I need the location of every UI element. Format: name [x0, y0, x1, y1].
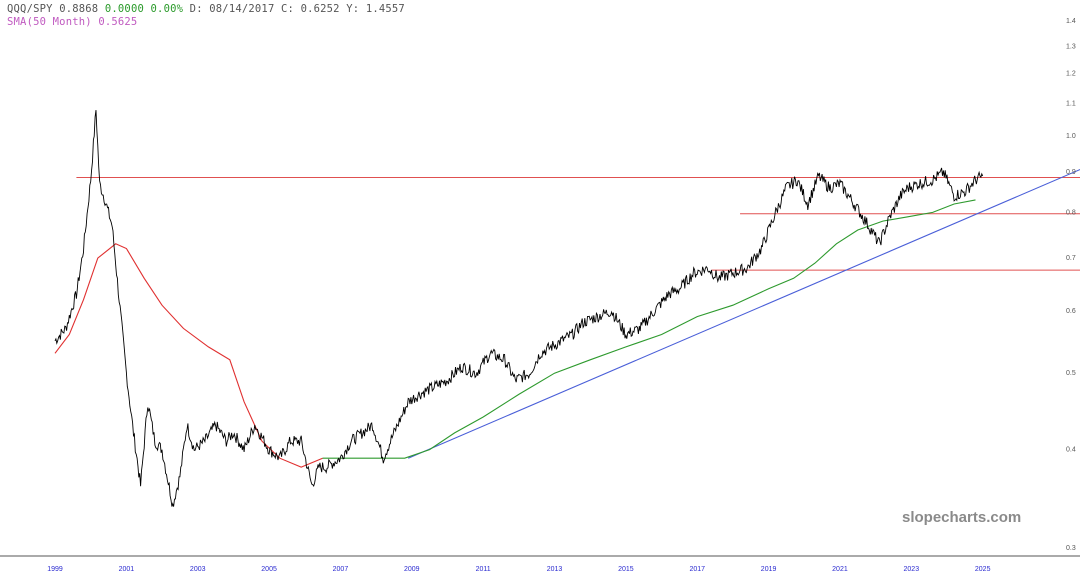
close-value: 0.6252 — [300, 3, 340, 15]
x-tick-label-11: 2019 — [761, 566, 777, 573]
trendline — [408, 168, 1080, 459]
y-label: Y: — [346, 3, 360, 15]
y-axis-ticks: 0.3 0.4 0.5 0.6 0.7 0.8 0.9 1.0 1.1 1.2 1.3 1.4 — [1066, 18, 1076, 552]
date-value: 08/14/2017 — [209, 3, 275, 15]
y-tick-label-4: 0.6 — [1066, 308, 1076, 315]
y-tick-label-10: 1.2 — [1066, 71, 1076, 78]
x-tick-label-14: 2025 — [975, 566, 991, 573]
price-header: QQQ/SPY 0.8868 0.0000 0.00% D: 08/14/201… — [7, 3, 405, 15]
x-tick-label-2: 2001 — [119, 566, 135, 573]
x-tick-label-1: 1999 — [47, 566, 63, 573]
y-tick-label-9: 1.1 — [1066, 101, 1076, 108]
x-tick-label-9: 2015 — [618, 566, 634, 573]
price-line — [54, 110, 984, 507]
symbol: QQQ/SPY — [7, 3, 53, 15]
y-tick-label-3: 0.5 — [1066, 370, 1076, 377]
x-tick-label-12: 2021 — [832, 566, 848, 573]
change-value: 0.0000 — [104, 3, 144, 15]
close-label: C: — [281, 3, 295, 15]
x-tick-label-3: 2003 — [190, 566, 206, 573]
x-tick-label-7: 2011 — [476, 566, 491, 573]
y-tick-label-6: 0.8 — [1066, 209, 1076, 216]
last-value: 0.8868 — [59, 3, 99, 15]
x-tick-label-4: 2005 — [261, 566, 277, 573]
y-tick-label-7: 0.9 — [1066, 169, 1076, 176]
y-value: 1.4557 — [365, 3, 405, 15]
x-tick-label-10: 2017 — [689, 566, 705, 573]
date-label: D: — [189, 3, 203, 15]
y-tick-label-2: 0.4 — [1066, 447, 1076, 454]
chart-series — [54, 110, 1080, 507]
y-tick-label-11: 1.3 — [1066, 43, 1076, 50]
x-tick-label-5: 2007 — [333, 566, 349, 573]
change-pct: 0.00% — [150, 3, 184, 15]
sma-value: 0.5625 — [98, 16, 138, 28]
y-tick-label-8: 1.0 — [1066, 133, 1076, 140]
y-tick-label-12: 1.4 — [1066, 18, 1076, 25]
x-tick-label-8: 2013 — [547, 566, 563, 573]
horizontal-lines — [76, 177, 1080, 271]
y-tick-label-5: 0.7 — [1066, 255, 1076, 262]
watermark: slopecharts.com — [902, 509, 1022, 526]
sma-label: SMA(50 Month) — [7, 16, 92, 28]
x-tick-label-6: 2009 — [404, 566, 420, 573]
sma-header: SMA(50 Month) 0.5625 — [7, 16, 137, 28]
y-tick-label-1: 0.3 — [1066, 545, 1076, 552]
x-tick-label-13: 2023 — [904, 566, 920, 573]
x-axis-ticks: 1999 2001 2003 2005 2007 2009 2011 2013 2015 2017… — [47, 566, 990, 573]
sma-line-late — [322, 199, 976, 459]
